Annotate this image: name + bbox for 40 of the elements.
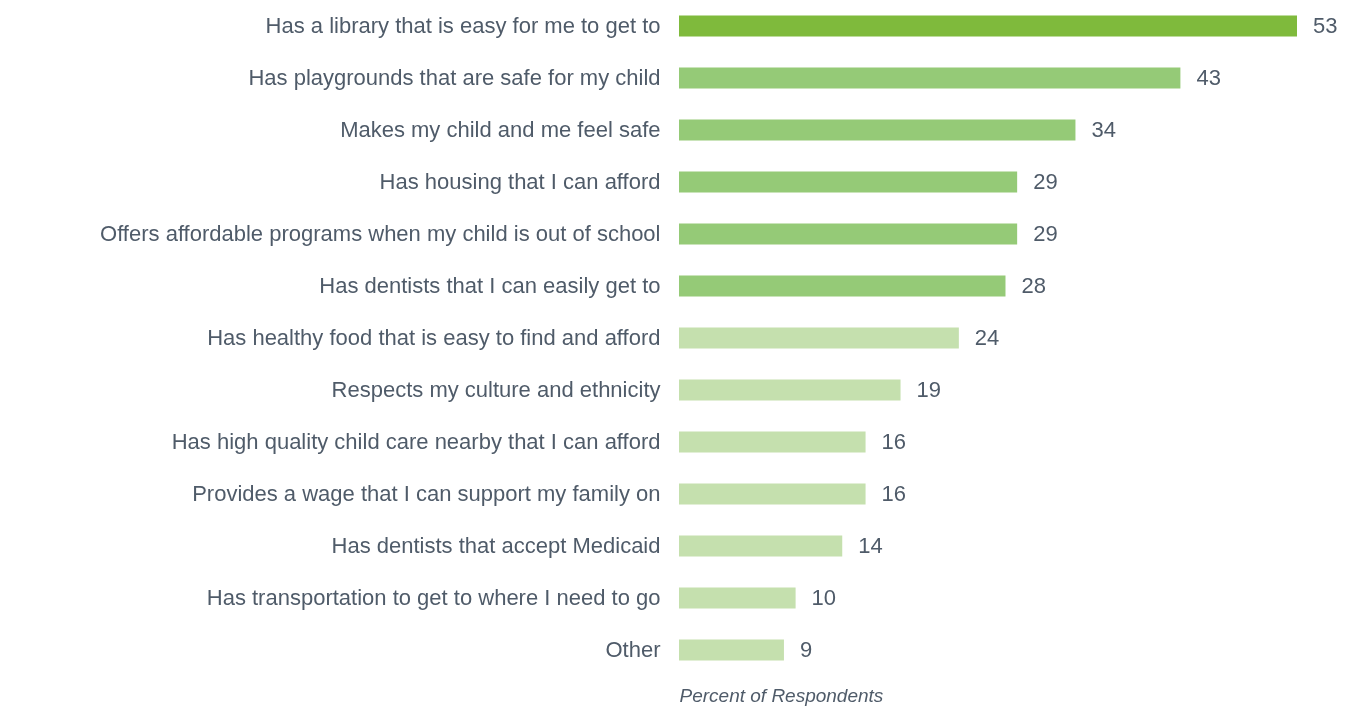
- bar: [679, 483, 866, 505]
- data-label: 19: [916, 377, 942, 402]
- y-tick-label: Has playgrounds that are safe for my child: [248, 65, 661, 90]
- y-tick-label: Has high quality child care nearby that I can afford: [171, 429, 661, 454]
- y-tick-label: Other: [605, 637, 661, 662]
- data-label: 10: [811, 585, 837, 610]
- bar: [679, 275, 1006, 297]
- data-label: 24: [974, 325, 1000, 350]
- data-label: 29: [1033, 221, 1058, 246]
- y-tick-label: Has dentists that accept Medicaid: [331, 533, 661, 558]
- y-tick-label: Has healthy food that is easy to find and afford: [207, 325, 661, 350]
- data-label: 43: [1196, 65, 1221, 90]
- bar: [679, 15, 1297, 37]
- data-label: 34: [1091, 117, 1116, 142]
- bar: [679, 119, 1076, 141]
- y-tick-label: Respects my culture and ethnicity: [331, 377, 661, 402]
- bar: [679, 587, 796, 609]
- y-tick-label: Has housing that I can afford: [379, 169, 661, 194]
- data-label: 29: [1033, 169, 1058, 194]
- y-tick-label: Offers affordable programs when my child is out of school: [100, 221, 661, 246]
- y-tick-label: Has a library that is easy for me to get to: [265, 13, 661, 38]
- bar: [679, 223, 1018, 245]
- data-label: 9: [799, 637, 813, 662]
- y-tick-label: Provides a wage that I can support my family on: [192, 481, 661, 506]
- data-label: 53: [1313, 13, 1338, 38]
- data-label: 16: [881, 481, 907, 506]
- x-axis-title: Percent of Respondents: [679, 684, 884, 706]
- data-label: 28: [1021, 273, 1046, 298]
- bar: [679, 535, 843, 557]
- y-tick-label: Has dentists that I can easily get to: [319, 273, 661, 298]
- data-label: 16: [881, 429, 907, 454]
- bar: [679, 67, 1181, 89]
- data-label: 14: [858, 533, 883, 558]
- bar: [679, 171, 1018, 193]
- y-tick-label: Has transportation to get to where I need to go: [206, 585, 661, 610]
- bar: [679, 379, 901, 401]
- y-tick-label: Makes my child and me feel safe: [340, 117, 661, 142]
- bar: [679, 639, 784, 661]
- bar: [679, 431, 866, 453]
- bar: [679, 327, 959, 349]
